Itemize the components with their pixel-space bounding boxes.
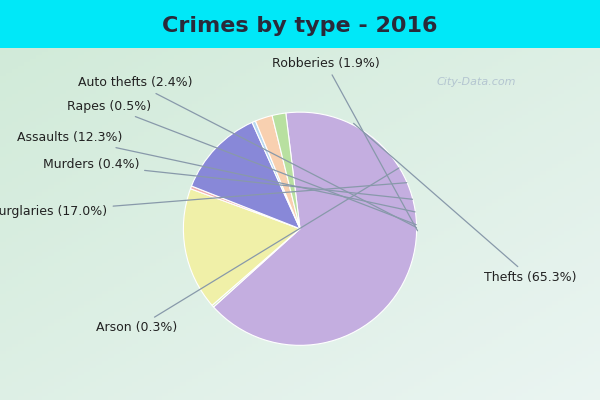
Text: Burglaries (17.0%): Burglaries (17.0%) [0,183,407,218]
Text: Robberies (1.9%): Robberies (1.9%) [272,57,418,231]
Text: Auto thefts (2.4%): Auto thefts (2.4%) [78,76,416,228]
Wedge shape [272,113,300,229]
Text: Rapes (0.5%): Rapes (0.5%) [67,100,416,225]
Text: Arson (0.3%): Arson (0.3%) [97,168,399,334]
Text: Crimes by type - 2016: Crimes by type - 2016 [162,16,438,36]
Wedge shape [184,189,300,305]
Text: Murders (0.4%): Murders (0.4%) [43,158,413,199]
Wedge shape [190,186,300,229]
Wedge shape [212,229,300,307]
Text: City-Data.com: City-Data.com [436,77,516,87]
Wedge shape [214,112,416,345]
Text: Assaults (12.3%): Assaults (12.3%) [17,131,415,212]
Wedge shape [252,121,300,229]
Wedge shape [256,116,300,229]
Wedge shape [191,122,300,229]
Text: Thefts (65.3%): Thefts (65.3%) [353,123,577,284]
